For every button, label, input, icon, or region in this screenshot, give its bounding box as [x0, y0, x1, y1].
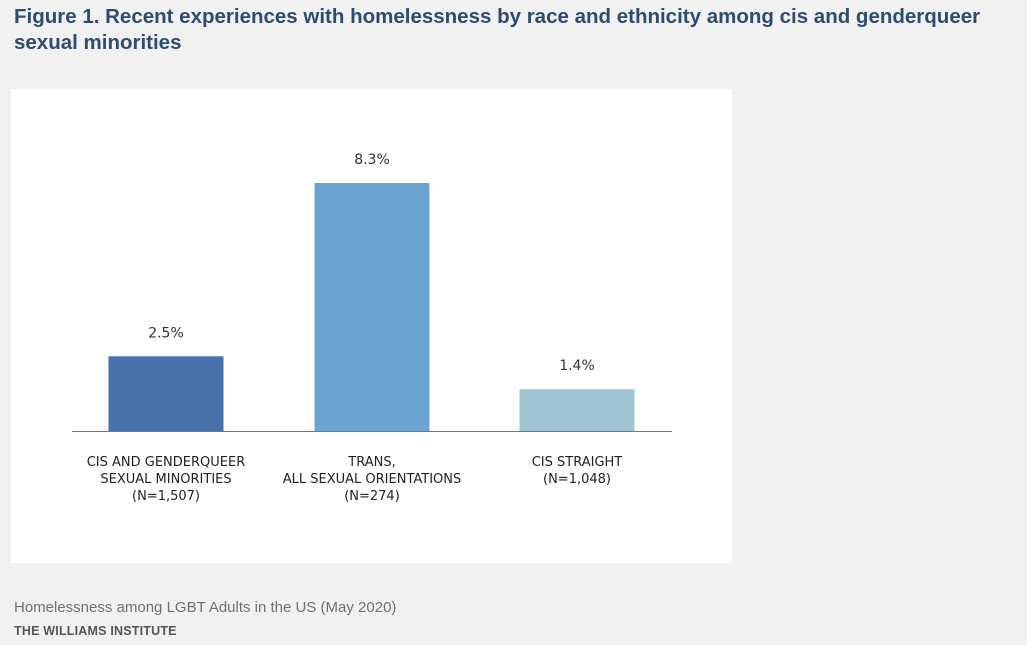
chart-panel: 2.5% CIS AND GENDERQUEER SEXUAL MINORITIES…	[11, 89, 732, 563]
category-label-line: TRANS,	[347, 455, 395, 470]
source-caption: Homelessness among LGBT Adults in the US…	[14, 599, 397, 616]
category-label-3: CIS STRAIGHT (N=1,048)	[532, 455, 623, 487]
figure-title: Figure 1. Recent experiences with homele…	[14, 5, 981, 54]
value-label-1: 2.5%	[148, 325, 184, 341]
category-label-line: CIS AND GENDERQUEER	[87, 455, 246, 470]
bar-3	[519, 389, 635, 431]
category-label-1: CIS AND GENDERQUEER SEXUAL MINORITIES (N=1…	[87, 455, 246, 504]
category-label-line: (N=274)	[344, 489, 400, 504]
category-label-line: CIS STRAIGHT	[532, 455, 623, 470]
bar-1	[108, 356, 224, 431]
bar-chart: 2.5% CIS AND GENDERQUEER SEXUAL MINORITIES…	[72, 152, 672, 504]
category-label-2: TRANS, ALL SEXUAL ORIENTATIONS (N=274)	[283, 455, 462, 504]
bar-2	[314, 183, 430, 431]
value-label-3: 1.4%	[559, 358, 595, 374]
value-label-2: 8.3%	[354, 152, 390, 168]
category-label-line: (N=1,507)	[132, 489, 200, 504]
category-label-line: (N=1,048)	[543, 472, 611, 487]
category-label-line: SEXUAL MINORITIES	[100, 472, 231, 487]
organization-name: THE WILLIAMS INSTITUTE	[14, 624, 177, 638]
category-label-line: ALL SEXUAL ORIENTATIONS	[283, 472, 462, 487]
